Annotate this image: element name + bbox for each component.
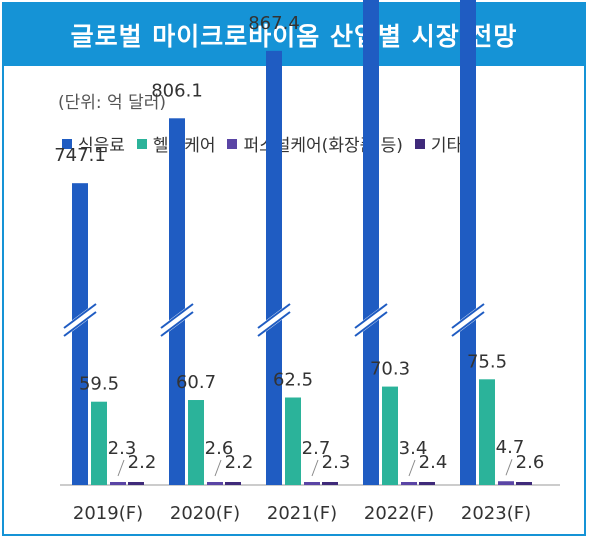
value-label-healthcare-2021: 62.5 [273, 370, 313, 391]
bar-food-2020 [169, 118, 185, 485]
value-label-personal-care-2021: 2.7 [302, 438, 331, 459]
x-tick-label-2023: 2023(F) [461, 503, 531, 524]
leader-line-2023 [505, 459, 513, 476]
x-tick-label-2020: 2020(F) [170, 503, 240, 524]
break-gap-2023 [449, 304, 487, 336]
leader-line-2021 [311, 459, 319, 477]
bar-healthcare-2021 [285, 397, 301, 485]
bar-personal-care-2022 [401, 482, 417, 485]
value-label-personal-care-2022: 3.4 [399, 438, 428, 459]
value-label-personal-care-2019: 2.3 [108, 438, 137, 459]
value-label-healthcare-2022: 70.3 [370, 359, 410, 380]
x-tick-label-2022: 2022(F) [364, 503, 434, 524]
value-label-food-2019: 747.1 [54, 145, 106, 166]
break-mark-bottom-2021 [257, 311, 291, 337]
bar-other-2021 [322, 482, 338, 485]
chart-title: 글로벌 마이크로바이옴 산업별 시장 전망 [4, 4, 584, 66]
break-mark-bottom-2022 [354, 311, 388, 337]
bar-healthcare-2022 [382, 386, 398, 485]
unit-label: (단위: 억 달러) [58, 93, 166, 113]
break-mark-bottom-2019 [63, 311, 97, 337]
leader-line-2020 [214, 459, 222, 477]
bar-food-2023 [460, 0, 476, 486]
break-gap-2020 [158, 304, 196, 336]
break-gap-2021 [255, 304, 293, 336]
bar-personal-care-2020 [207, 482, 223, 485]
bar-personal-care-2023 [498, 481, 514, 485]
break-gap-2022 [352, 304, 390, 336]
x-tick-label-2019: 2019(F) [73, 503, 143, 524]
legend-label-food: 식음료 [78, 136, 125, 156]
value-label-personal-care-2020: 2.6 [205, 438, 234, 459]
value-label-other-2022: 2.4 [419, 452, 448, 473]
bar-food-2021 [266, 50, 282, 486]
legend-label-other: 기타 [430, 136, 463, 156]
value-label-healthcare-2020: 60.7 [176, 372, 216, 393]
bar-other-2023 [516, 482, 532, 485]
bar-food-2019 [72, 183, 88, 485]
legend-swatch-healthcare [136, 138, 147, 149]
bar-other-2020 [225, 482, 241, 485]
legend-swatch-other [414, 138, 425, 149]
break-mark-bottom-2020 [160, 311, 194, 337]
value-label-personal-care-2023: 4.7 [496, 437, 525, 458]
bar-food-2022 [363, 0, 379, 485]
legend-swatch-food [62, 138, 72, 149]
bar-personal-care-2019 [110, 482, 126, 485]
break-mark-top-2019 [63, 303, 97, 329]
bar-healthcare-2023 [479, 379, 495, 485]
x-tick-label-2021: 2021(F) [267, 503, 337, 524]
break-mark-top-2023 [451, 303, 485, 329]
bar-other-2022 [419, 482, 435, 485]
leader-line-2022 [408, 459, 416, 477]
value-label-other-2019: 2.2 [128, 452, 157, 473]
value-label-healthcare-2019: 59.5 [79, 374, 119, 395]
value-label-other-2021: 2.3 [322, 452, 351, 473]
bar-healthcare-2019 [91, 401, 107, 485]
legend-swatch-personal-care [227, 138, 238, 149]
bar-healthcare-2020 [188, 400, 204, 485]
value-label-food-2021: 867.4 [248, 13, 300, 34]
legend-item-food: 식음료 [62, 131, 125, 156]
break-mark-top-2022 [354, 303, 388, 329]
break-mark-top-2021 [257, 303, 291, 329]
break-gap-2019 [61, 304, 99, 336]
break-mark-bottom-2023 [451, 311, 485, 337]
leader-line-2019 [117, 459, 125, 477]
value-label-healthcare-2023: 75.5 [467, 351, 507, 372]
value-label-other-2020: 2.2 [225, 452, 254, 473]
bar-personal-care-2021 [304, 482, 320, 485]
value-label-other-2023: 2.6 [516, 452, 545, 473]
break-mark-top-2020 [160, 303, 194, 329]
legend: 식음료헬스케어퍼스널케어(화장품 등)기타 [62, 131, 474, 156]
legend-item-other: 기타 [414, 131, 463, 156]
bar-other-2019 [128, 482, 144, 485]
value-label-food-2020: 806.1 [151, 80, 203, 101]
